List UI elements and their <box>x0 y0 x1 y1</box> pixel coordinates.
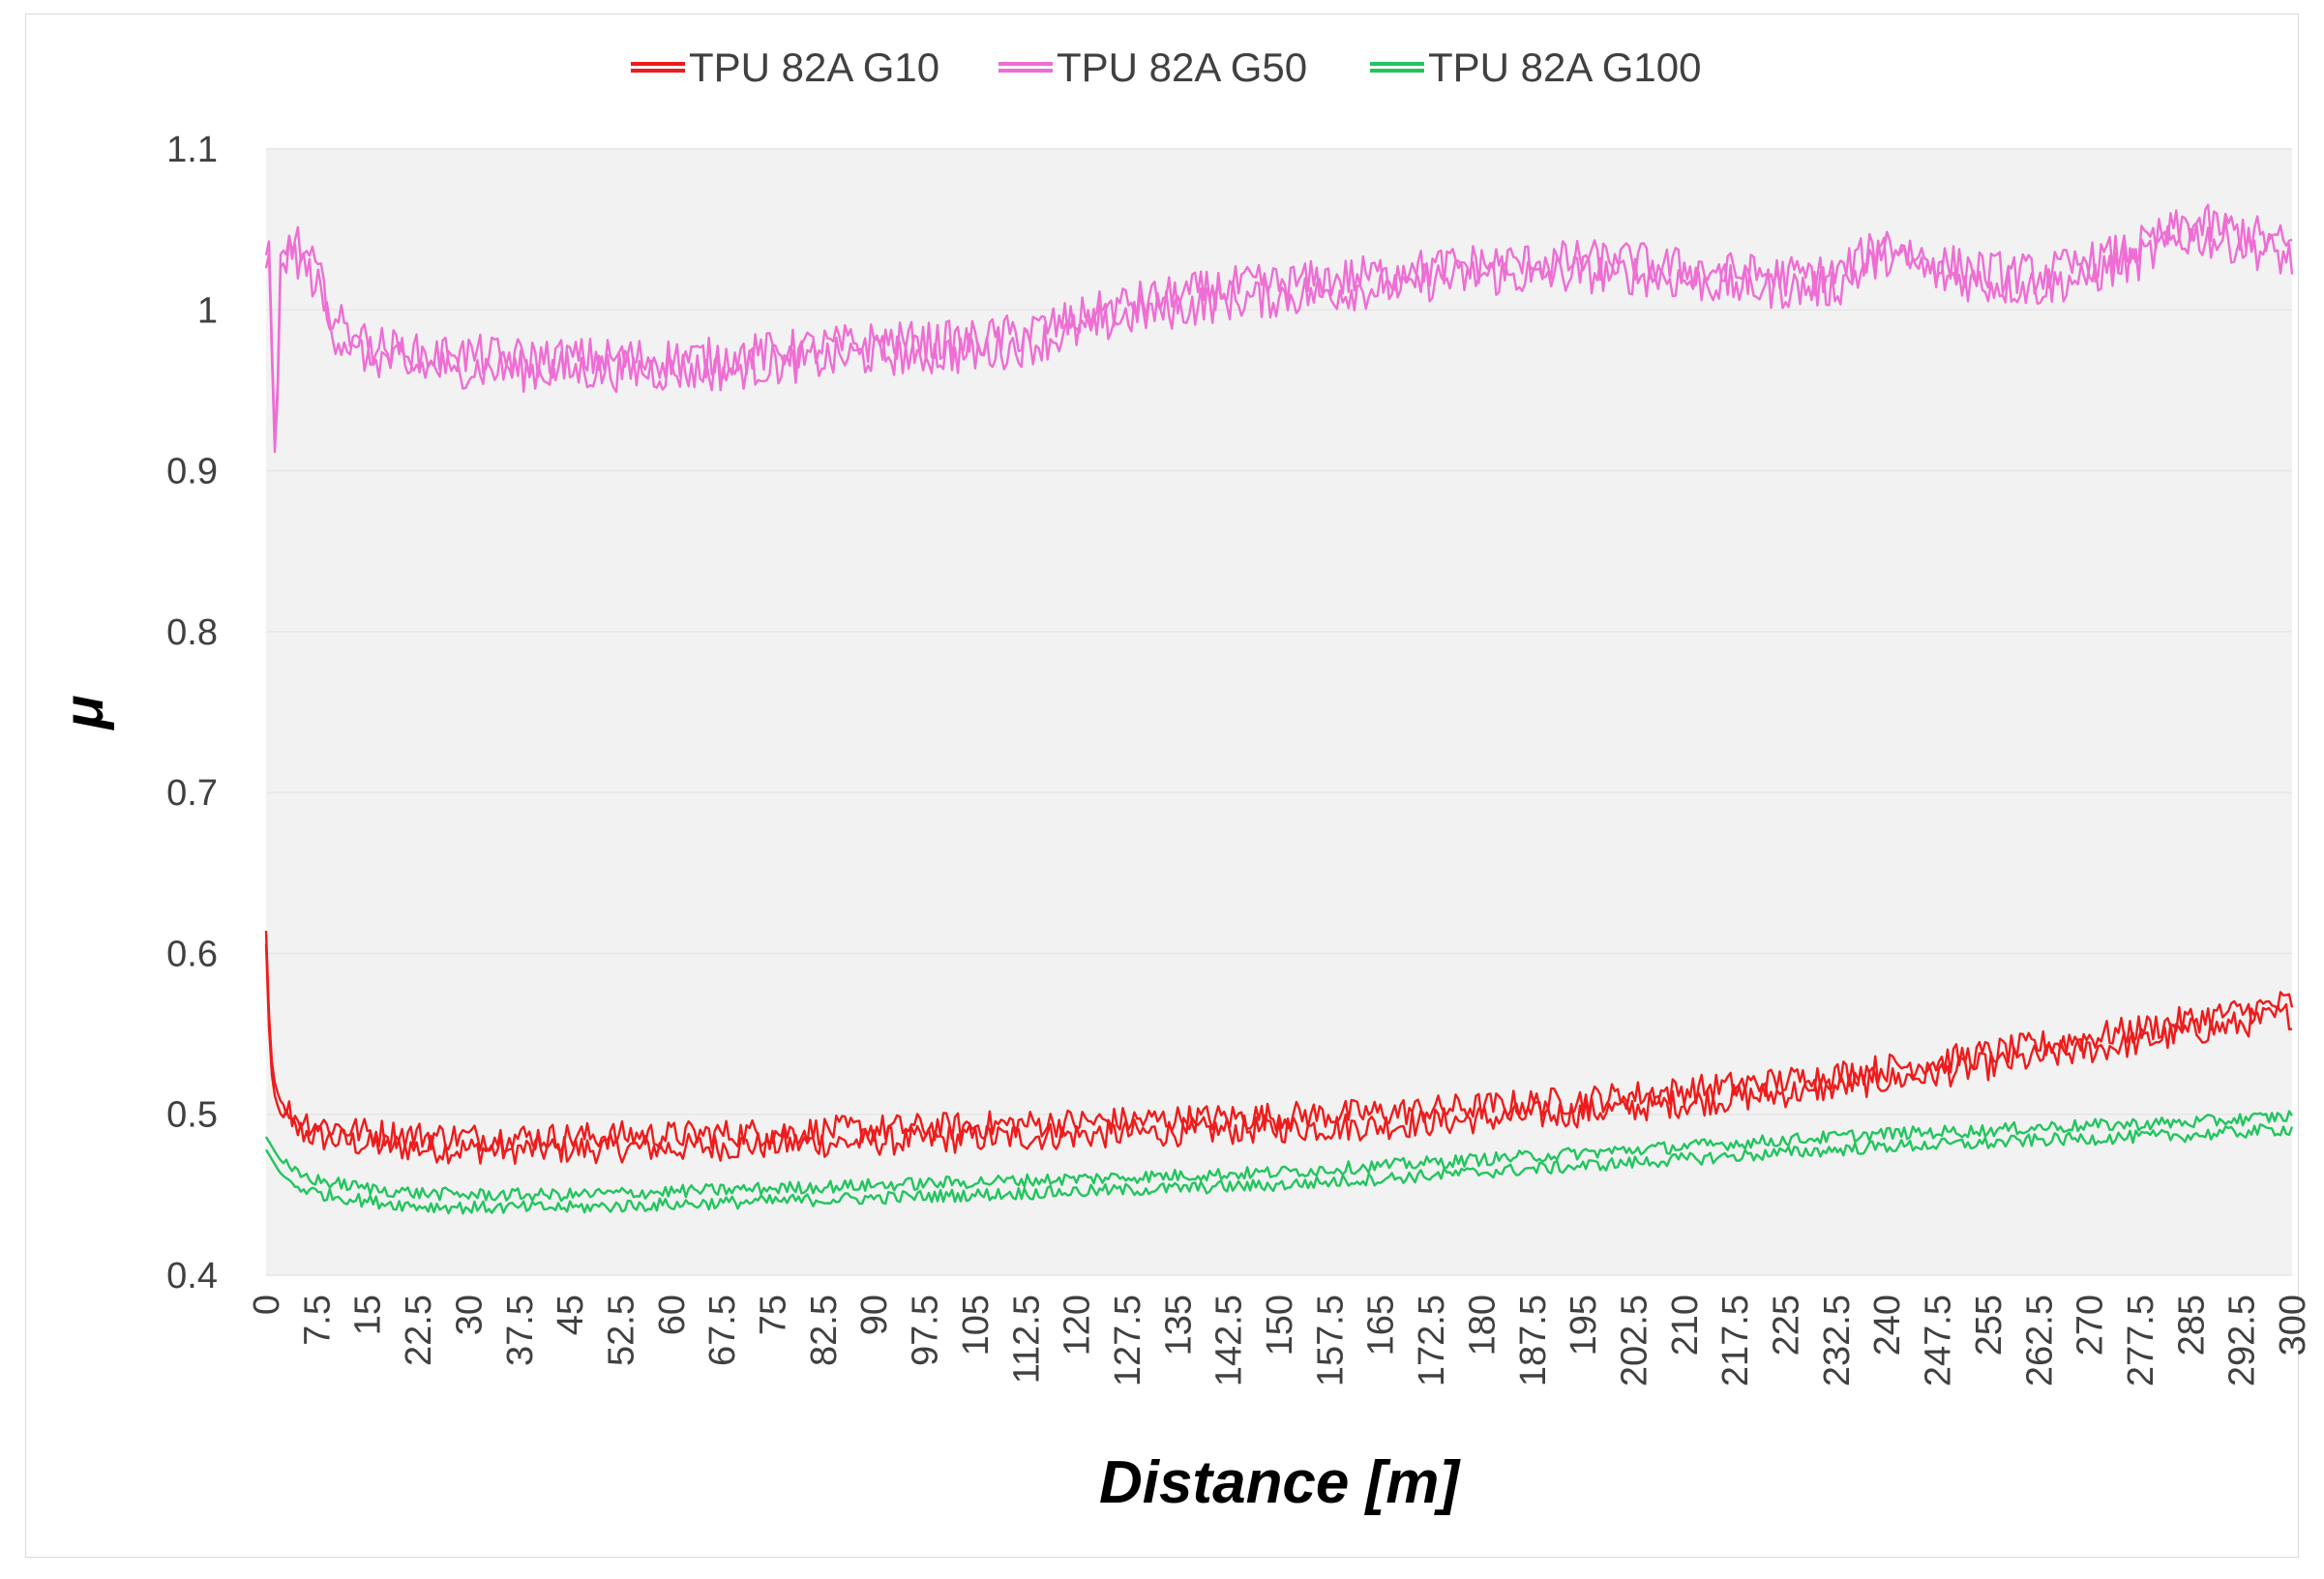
legend-label: TPU 82A G50 <box>1057 45 1307 90</box>
x-tick-label: 210 <box>1665 1295 1706 1356</box>
x-tick-label: 37.5 <box>500 1295 541 1366</box>
x-tick-label: 97.5 <box>906 1295 946 1366</box>
y-tick-label: 0.5 <box>166 1095 218 1136</box>
x-tick-label: 292.5 <box>2222 1295 2263 1386</box>
x-tick-label: 142.5 <box>1209 1295 1250 1386</box>
x-tick-label: 150 <box>1260 1295 1300 1356</box>
x-tick-label: 180 <box>1462 1295 1503 1356</box>
x-tick-label: 285 <box>2171 1295 2212 1356</box>
y-tick-label: 0.4 <box>166 1256 218 1296</box>
x-axis-title: Distance [m] <box>1099 1449 1461 1516</box>
legend: TPU 82A G10 TPU 82A G50 TPU 82A G100 <box>631 45 1702 90</box>
y-tick-label: 0.9 <box>166 452 218 492</box>
x-tick-label: 30 <box>449 1295 490 1335</box>
x-tick-label: 45 <box>551 1295 591 1335</box>
x-tick-label: 240 <box>1867 1295 1908 1356</box>
legend-item-1: TPU 82A G10 <box>631 45 939 90</box>
series-1 <box>264 931 2294 1165</box>
series-line <box>264 931 2294 1153</box>
x-tick-label: 15 <box>348 1295 389 1335</box>
x-tick-label: 105 <box>956 1295 997 1356</box>
x-tick-label: 255 <box>1969 1295 2010 1356</box>
x-tick-label: 112.5 <box>1006 1295 1047 1384</box>
y-tick-label: 0.8 <box>166 612 218 653</box>
series-3 <box>264 1110 2294 1215</box>
series-line <box>264 203 2293 440</box>
x-tick-label: 172.5 <box>1412 1295 1452 1386</box>
x-tick-label: 127.5 <box>1108 1295 1148 1386</box>
series-layer <box>264 203 2294 1215</box>
y-tick-label: 0.6 <box>166 934 218 974</box>
series-line <box>264 1123 2294 1215</box>
x-tick-label: 22.5 <box>399 1295 439 1366</box>
series-line <box>264 219 2294 454</box>
x-tick-label: 7.5 <box>297 1295 338 1346</box>
y-tick-label: 1.1 <box>166 130 218 170</box>
x-tick-label: 270 <box>2071 1295 2111 1356</box>
x-tick-label: 262.5 <box>2019 1295 2060 1386</box>
x-tick-label: 202.5 <box>1614 1295 1654 1386</box>
x-tick-label: 277.5 <box>2121 1295 2161 1386</box>
legend-label: TPU 82A G10 <box>689 45 939 90</box>
x-tick-label: 187.5 <box>1513 1295 1554 1386</box>
y-axis: 0.4 0.5 0.6 0.7 0.8 0.9 1 1.1 <box>166 130 218 1296</box>
series-2 <box>264 203 2294 454</box>
x-tick-label: 60 <box>652 1295 693 1335</box>
x-tick-label: 82.5 <box>804 1295 845 1366</box>
x-tick-label: 217.5 <box>1715 1295 1756 1386</box>
y-tick-label: 1 <box>197 290 218 331</box>
x-tick-label: 90 <box>854 1295 895 1335</box>
legend-item-2: TPU 82A G50 <box>998 45 1307 90</box>
x-tick-label: 232.5 <box>1817 1295 1858 1386</box>
x-tick-label: 165 <box>1361 1295 1402 1356</box>
x-tick-label: 195 <box>1564 1295 1604 1356</box>
x-tick-label: 135 <box>1158 1295 1199 1356</box>
x-axis: 0 7.5 15 22.5 30 37.5 45 52.5 60 67.5 75 82.5 90 97.5… <box>247 1295 2313 1386</box>
plot-area <box>266 149 2292 1275</box>
x-tick-label: 120 <box>1058 1295 1098 1356</box>
x-tick-label: 67.5 <box>702 1295 743 1366</box>
x-tick-label: 225 <box>1767 1295 1807 1356</box>
x-tick-label: 75 <box>754 1295 794 1335</box>
x-tick-label: 52.5 <box>601 1295 641 1366</box>
x-tick-label: 247.5 <box>1919 1295 1959 1386</box>
gridlines <box>266 148 2292 1276</box>
y-axis-title: μ <box>52 695 115 730</box>
series-line <box>264 1110 2294 1203</box>
y-tick-label: 0.7 <box>166 773 218 814</box>
x-tick-label: 0 <box>247 1295 287 1315</box>
x-tick-label: 300 <box>2273 1295 2313 1356</box>
legend-item-3: TPU 82A G100 <box>1370 45 1702 90</box>
legend-label: TPU 82A G100 <box>1428 45 1702 90</box>
x-tick-label: 157.5 <box>1310 1295 1351 1386</box>
series-line <box>264 943 2293 1165</box>
